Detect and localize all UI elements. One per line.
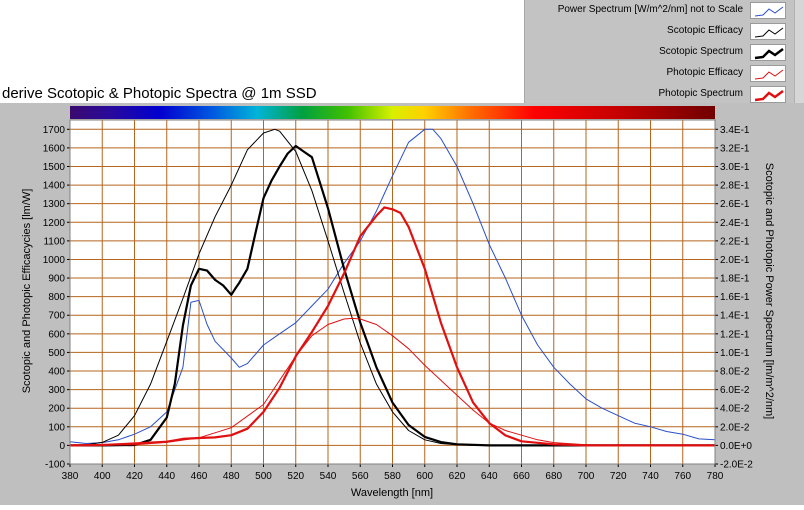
x-tick-label: 780 — [707, 471, 724, 482]
y-tick-label-right: 6.0E-2 — [720, 385, 750, 396]
legend-line-icon — [754, 6, 784, 17]
x-axis-label: Wavelength [nm] — [351, 487, 433, 499]
y-tick-label-left: 1600 — [43, 143, 66, 154]
legend-item-photopic-spectrum[interactable]: Photopic Spectrum — [525, 84, 794, 105]
y-tick-label-right: 2.0E-1 — [720, 255, 750, 266]
legend-label: Photopic Spectrum — [658, 88, 744, 99]
y-tick-label-left: 1100 — [43, 236, 65, 247]
legend-swatch-photopic-efficacy — [750, 65, 786, 82]
x-tick-label: 540 — [320, 471, 337, 482]
legend-swatch-scotopic-efficacy — [750, 23, 786, 40]
y-tick-label-left: 1300 — [43, 199, 66, 210]
y-tick-label-left: 1400 — [43, 181, 66, 192]
y-tick-label-right: 3.2E-1 — [720, 143, 750, 154]
legend-item-scotopic-efficacy[interactable]: Scotopic Efficacy — [525, 21, 794, 42]
legend-line-icon — [754, 90, 784, 102]
y-tick-label-right: 1.2E-1 — [720, 329, 750, 340]
y-tick-label-right: -2.0E-2 — [720, 460, 753, 471]
y-tick-label-left: 400 — [48, 367, 65, 378]
y-tick-label-left: 600 — [48, 329, 65, 340]
x-tick-label: 740 — [642, 471, 659, 482]
y-tick-label-left: 0 — [59, 441, 65, 452]
y-tick-label-right: 1.8E-1 — [720, 274, 750, 285]
legend-swatch-scotopic-spectrum — [750, 44, 786, 61]
y-tick-label-right: 2.2E-1 — [720, 236, 750, 247]
photopic-efficacy-line — [70, 317, 715, 446]
x-tick-label: 400 — [94, 471, 111, 482]
y-tick-label-left: 800 — [48, 292, 65, 303]
legend-line-icon — [754, 48, 784, 60]
photopic-spectrum-line — [70, 206, 715, 447]
x-tick-label: 520 — [287, 471, 304, 482]
y-tick-label-right: 0.0E+0 — [720, 441, 752, 452]
x-tick-label: 620 — [449, 471, 466, 482]
y-tick-label-right: 1.6E-1 — [720, 292, 750, 303]
y-tick-label-right: 1.0E-1 — [720, 348, 750, 359]
x-tick-label: 640 — [481, 471, 498, 482]
y-tick-label-right: 2.0E-2 — [720, 422, 750, 433]
x-tick-label: 760 — [674, 471, 691, 482]
legend-label: Photopic Efficacy — [666, 67, 743, 78]
y-axis-label-left: Scotopic and Photopic Efficacycies [lm/W… — [21, 189, 33, 394]
x-tick-label: 480 — [223, 471, 240, 482]
legend-item-power-spectrum[interactable]: Power Spectrum [W/m^2/nm] not to Scale — [525, 0, 794, 21]
chart-frame: 380 400 420 440 460 480 500 520 540 560 580 600 620 6… — [0, 103, 804, 505]
y-tick-label-left: 1000 — [43, 255, 66, 266]
x-tick-label: 560 — [352, 471, 369, 482]
y-tick-label-left: 900 — [48, 274, 65, 285]
spectrum-chart: 380 400 420 440 460 480 500 520 540 560 580 600 620 6… — [21, 106, 775, 499]
legend-item-scotopic-spectrum[interactable]: Scotopic Spectrum — [525, 42, 794, 63]
legend-swatch-photopic-spectrum — [750, 86, 786, 103]
y-tick-label-right: 3.4E-1 — [720, 125, 750, 136]
x-tick-label: 500 — [255, 471, 272, 482]
legend-label: Power Spectrum [W/m^2/nm] not to Scale — [557, 4, 743, 15]
x-tick-label: 580 — [384, 471, 401, 482]
y-tick-label-right: 2.6E-1 — [720, 199, 750, 210]
y-tick-label-right: 2.8E-1 — [720, 181, 750, 192]
y-tick-label-left: 700 — [48, 311, 65, 322]
x-tick-label: 600 — [416, 471, 433, 482]
y-tick-label-right: 1.4E-1 — [720, 311, 750, 322]
legend-scrollbar[interactable] — [794, 0, 804, 103]
y-tick-label-right: 3.0E-1 — [720, 162, 750, 173]
plot-legend[interactable]: Power Spectrum [W/m^2/nm] not to Scale S… — [524, 0, 794, 103]
x-tick-label: 440 — [158, 471, 175, 482]
x-tick-label: 660 — [513, 471, 530, 482]
legend-label: Scotopic Spectrum — [659, 46, 743, 57]
y-tick-label-left: 100 — [48, 422, 65, 433]
y-tick-label-right: 4.0E-2 — [720, 404, 750, 415]
scotopic-spectrum-line — [70, 144, 715, 447]
x-tick-label: 420 — [126, 471, 143, 482]
legend-line-icon — [754, 69, 784, 80]
x-tick-label: 680 — [545, 471, 562, 482]
x-tick-label: 460 — [191, 471, 208, 482]
plot-border — [69, 119, 716, 465]
y-tick-label-left: -100 — [45, 460, 65, 471]
legend-swatch-power-spectrum — [750, 2, 786, 19]
y-tick-label-left: 1700 — [43, 125, 66, 136]
x-tick-label: 720 — [610, 471, 627, 482]
spectrum-color-bar — [70, 106, 715, 119]
legend-label: Scotopic Efficacy — [667, 25, 743, 36]
legend-line-icon — [754, 27, 784, 38]
chart-title: derive Scotopic & Photopic Spectra @ 1m … — [2, 85, 317, 102]
x-tick-label: 380 — [62, 471, 79, 482]
y-tick-label-left: 1200 — [43, 218, 66, 229]
y-tick-label-right: 8.0E-2 — [720, 367, 750, 378]
y-tick-label-left: 500 — [48, 348, 65, 359]
y-tick-label-left: 200 — [48, 404, 65, 415]
y-axis-label-right: Scotopic and Photopic Power Spectrum [lm… — [763, 163, 775, 419]
y-tick-label-right: 2.4E-1 — [720, 218, 750, 229]
legend-item-photopic-efficacy[interactable]: Photopic Efficacy — [525, 63, 794, 84]
y-tick-label-left: 300 — [48, 385, 65, 396]
power-spectrum-line — [70, 128, 715, 444]
y-tick-label-left: 1500 — [43, 162, 66, 173]
x-tick-label: 700 — [578, 471, 595, 482]
